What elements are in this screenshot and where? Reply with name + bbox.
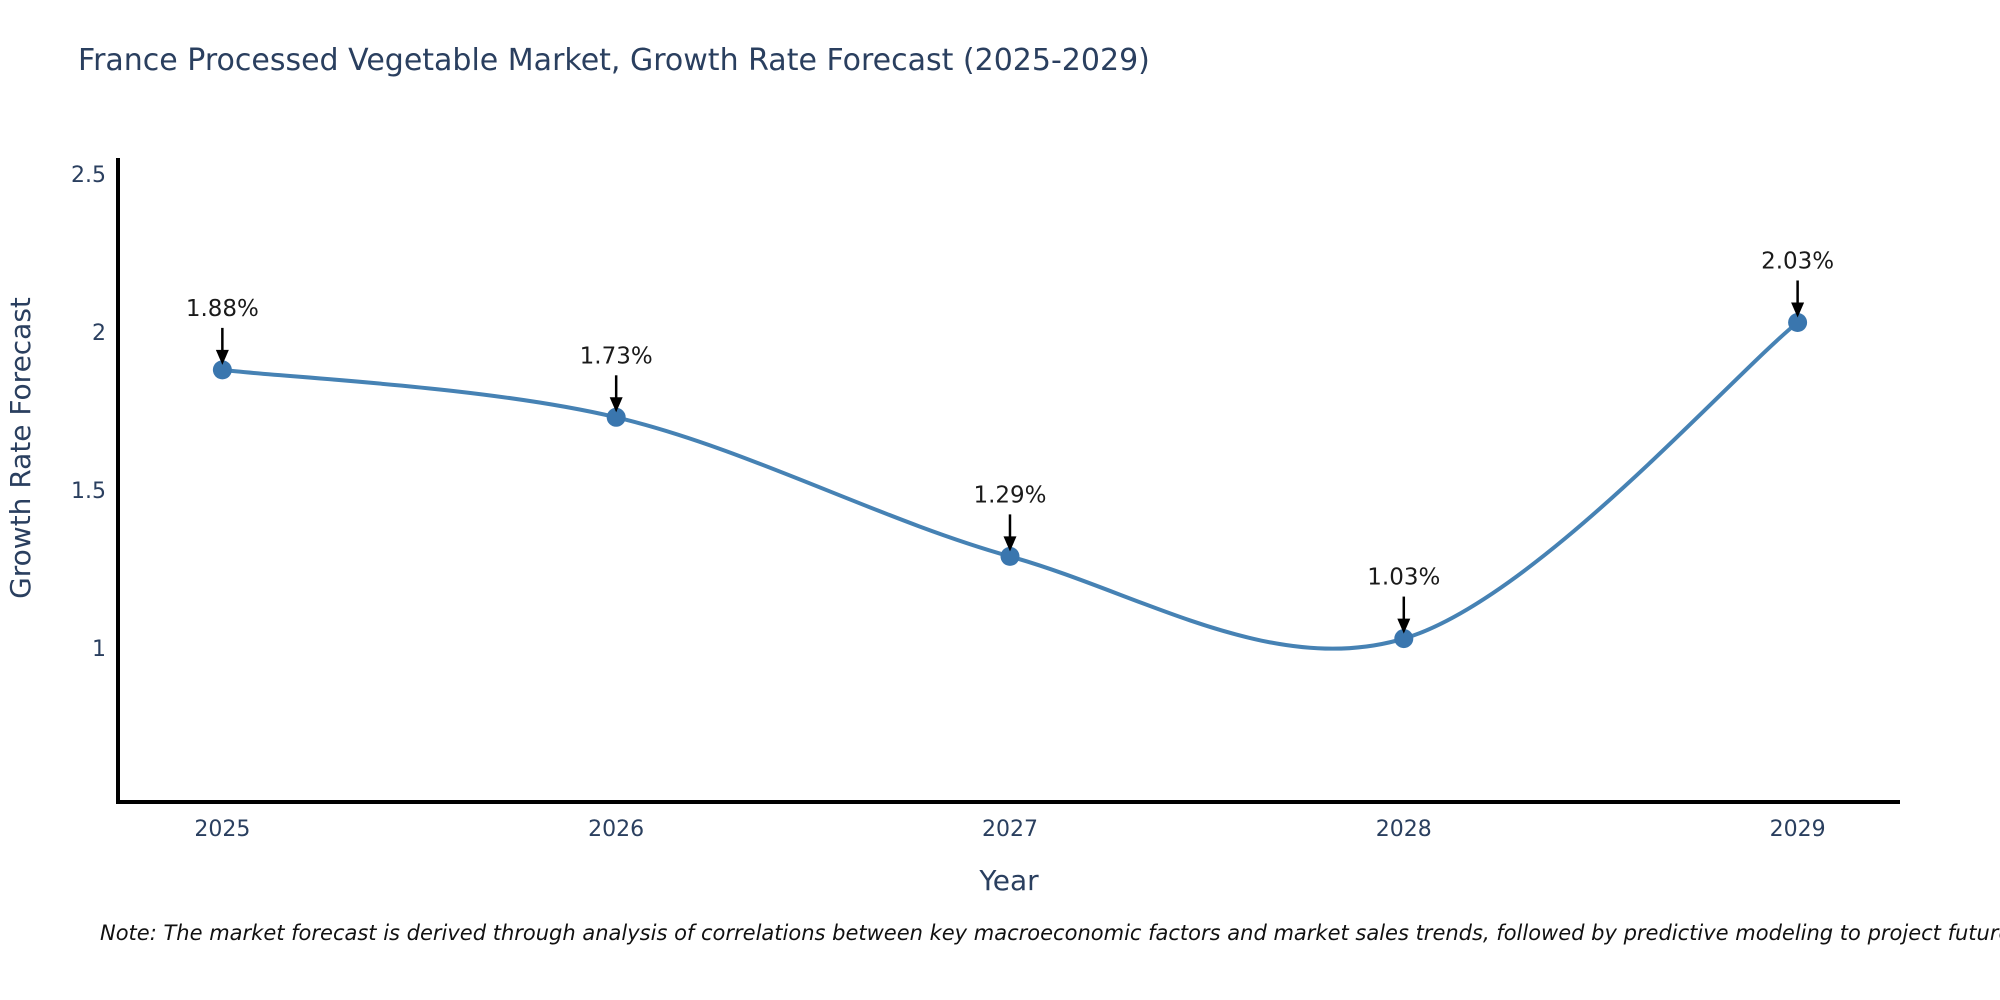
y-tick-label: 1.5 — [71, 479, 106, 504]
trend-line — [220, 320, 1800, 651]
data-point-2029[interactable] — [1788, 312, 1808, 332]
annotation-label: 1.88% — [186, 296, 259, 322]
axis-lines — [116, 158, 1900, 804]
annotation-label: 1.03% — [1367, 565, 1440, 591]
x-tick-label: 2025 — [194, 817, 250, 842]
annotation-label: 2.03% — [1761, 248, 1834, 274]
annotation-arrowhead-icon — [1003, 536, 1017, 552]
annotation-label: 1.29% — [973, 482, 1046, 508]
x-tick-label: 2029 — [1770, 817, 1826, 842]
y-axis-title: Growth Rate Forecast — [4, 297, 37, 599]
data-point-2025[interactable] — [212, 360, 232, 380]
data-point-2028[interactable] — [1394, 629, 1414, 649]
annotation-arrowhead-icon — [1791, 302, 1805, 318]
footnote: Note: The market forecast is derived thr… — [100, 921, 2000, 945]
x-axis-title: Year — [978, 864, 1039, 897]
annotation-arrowhead-icon — [215, 349, 229, 365]
annotation-arrowhead-icon — [609, 397, 623, 413]
y-tick-label: 2 — [92, 321, 106, 346]
y-tick-label: 1 — [92, 637, 106, 662]
x-tick-label: 2026 — [588, 817, 644, 842]
annotation-label: 1.73% — [580, 343, 653, 369]
x-tick-label: 2028 — [1376, 817, 1432, 842]
chart-title: France Processed Vegetable Market, Growt… — [78, 43, 1150, 78]
annotation-arrowhead-icon — [1397, 618, 1411, 634]
data-point-2027[interactable] — [1000, 546, 1020, 566]
y-tick-label: 2.5 — [71, 163, 106, 188]
x-tick-label: 2027 — [982, 817, 1038, 842]
data-point-2026[interactable] — [606, 407, 626, 427]
